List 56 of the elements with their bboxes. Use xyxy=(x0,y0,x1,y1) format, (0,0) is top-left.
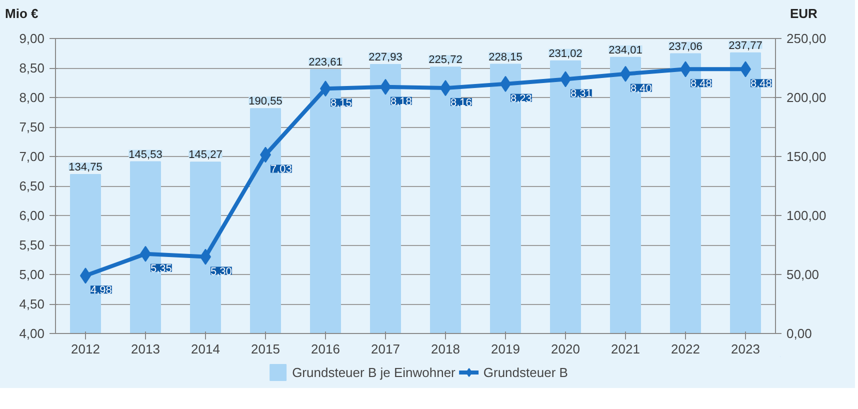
y-tick-label: 7,50 xyxy=(19,120,45,134)
y2-axis-title: EUR xyxy=(790,5,818,23)
y-tick-label: 5,50 xyxy=(19,238,45,252)
data-label: 5,30 xyxy=(210,266,232,278)
data-label: 8,31 xyxy=(570,88,592,100)
y2-tick-label: 100,00 xyxy=(786,208,826,223)
data-label: 231,02 xyxy=(548,48,582,60)
y2-tick-label: 50,00 xyxy=(786,267,820,282)
data-label: 8,15 xyxy=(330,98,352,110)
y-tick-label: 6,50 xyxy=(19,178,45,194)
y-tick-label: 7,00 xyxy=(19,149,45,164)
x-tick-label: 2022 xyxy=(671,342,700,356)
y-tick-label: 8,00 xyxy=(19,90,45,105)
x-tick-label: 2020 xyxy=(551,342,580,356)
data-label: 8,40 xyxy=(630,82,652,95)
y-tick-label: 4,50 xyxy=(19,296,45,312)
data-label: 225,72 xyxy=(428,54,462,66)
x-tick-label: 2012 xyxy=(71,342,100,356)
y2-tick-label: 200,00 xyxy=(786,90,826,105)
x-tick-label: 2014 xyxy=(191,342,220,356)
data-label: 145,53 xyxy=(128,148,162,161)
y-tick-label: 9,00 xyxy=(19,31,45,46)
data-label: 8,23 xyxy=(510,92,532,105)
x-tick-label: 2023 xyxy=(731,342,760,356)
y-tick-label: 5,00 xyxy=(19,267,45,282)
data-label: 237,06 xyxy=(668,40,702,53)
data-label: 228,15 xyxy=(488,51,522,64)
data-label: 234,01 xyxy=(608,44,642,56)
y-tick-label: 8,50 xyxy=(19,60,45,76)
y2-tick-label: 250,00 xyxy=(786,31,826,46)
y-tick-label: 6,00 xyxy=(19,208,45,223)
legend-label: Grundsteuer B xyxy=(483,364,568,380)
x-tick-label: 2019 xyxy=(491,342,520,356)
y2-tick-label: 0,00 xyxy=(786,326,812,341)
x-tick-label: 2018 xyxy=(431,342,460,356)
data-label: 4,98 xyxy=(90,284,112,297)
x-tick-label: 2016 xyxy=(311,342,340,356)
data-label: 237,77 xyxy=(728,40,762,52)
data-label: 8,48 xyxy=(750,78,772,90)
data-label: 134,75 xyxy=(68,161,102,174)
data-label: 5,35 xyxy=(150,262,172,275)
y-tick-label: 4,00 xyxy=(19,326,45,341)
x-tick-label: 2017 xyxy=(371,342,400,356)
data-label: 8,18 xyxy=(390,96,412,108)
data-label: 145,27 xyxy=(188,149,222,162)
data-label: 7,03 xyxy=(270,164,292,176)
x-tick-label: 2021 xyxy=(611,342,640,356)
y2-tick-label: 150,00 xyxy=(786,149,826,164)
x-tick-label: 2015 xyxy=(251,342,280,356)
legend-label: Grundsteuer B je Einwohner xyxy=(292,364,456,380)
x-tick-label: 2013 xyxy=(131,342,160,356)
data-label: 227,93 xyxy=(368,52,402,64)
data-label: 223,61 xyxy=(308,56,342,69)
y-axis-title: Mio € xyxy=(5,5,38,23)
data-label: 8,48 xyxy=(690,78,712,90)
data-label: 190,55 xyxy=(248,96,282,108)
